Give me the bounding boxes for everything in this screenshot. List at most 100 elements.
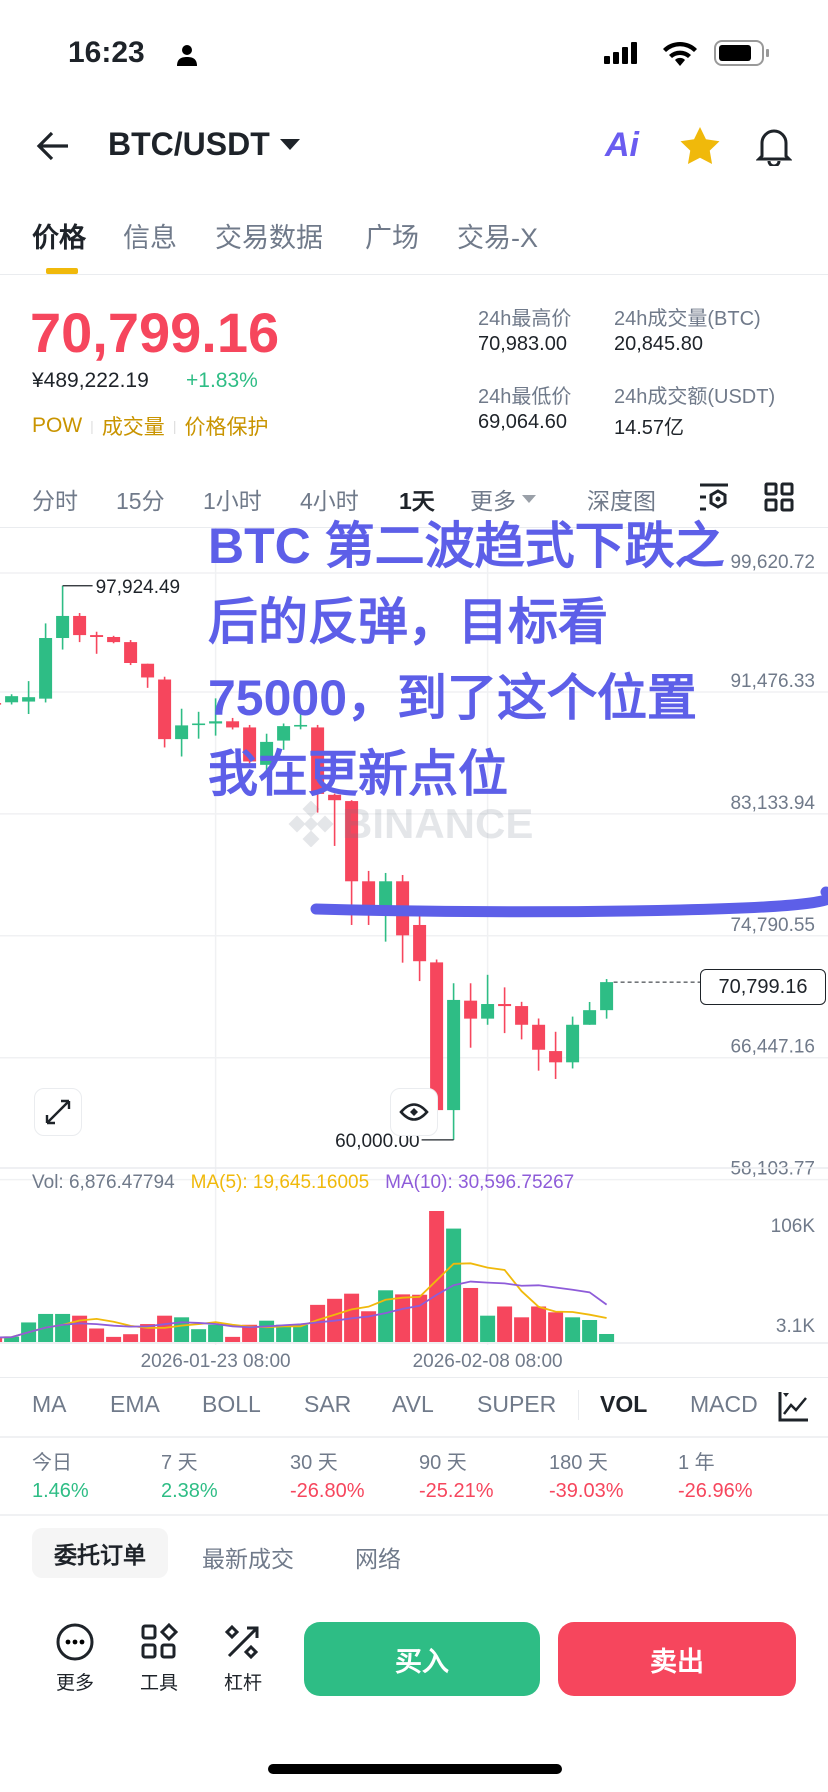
sell-label: 卖出 bbox=[650, 1646, 704, 1677]
more-icon bbox=[56, 1623, 94, 1661]
interval-4h[interactable]: 4小时 bbox=[300, 488, 359, 514]
sell-button[interactable]: 卖出 bbox=[558, 1622, 796, 1696]
interval-more[interactable]: 更多 bbox=[470, 482, 536, 516]
leverage-button[interactable]: 杠杆 bbox=[213, 1622, 273, 1695]
home-indicator[interactable] bbox=[268, 1764, 562, 1774]
stat-value-24h-low: 69,064.60 bbox=[478, 411, 567, 433]
candle-body bbox=[192, 723, 206, 726]
depth-chart-tab[interactable]: 深度图 bbox=[587, 488, 656, 514]
more-button[interactable]: 更多 bbox=[45, 1622, 105, 1695]
buy-button[interactable]: 买入 bbox=[304, 1622, 540, 1696]
tools-button[interactable]: 工具 bbox=[129, 1622, 189, 1695]
candle-body bbox=[481, 1004, 495, 1019]
indicator-macd[interactable]: MACD bbox=[690, 1391, 758, 1417]
watermark-logo: BINANCE bbox=[288, 800, 533, 848]
indicator-avl[interactable]: AVL bbox=[392, 1391, 434, 1417]
tag-volume[interactable]: 成交量 bbox=[101, 416, 165, 439]
interval-more-label: 更多 bbox=[470, 488, 516, 514]
volume-bar bbox=[378, 1290, 394, 1342]
x-axis-label: 2026-01-23 08:00 bbox=[141, 1351, 291, 1372]
divider bbox=[0, 1436, 828, 1438]
chart-settings-icon[interactable] bbox=[698, 482, 730, 512]
last-price: 70,799.16 bbox=[30, 301, 280, 364]
vol-label: Vol: 6,876.47794 bbox=[32, 1172, 175, 1193]
candle-body bbox=[532, 1024, 546, 1050]
volume-bar bbox=[123, 1334, 139, 1342]
price-change: +1.83% bbox=[186, 369, 258, 392]
candle-body bbox=[90, 635, 104, 637]
indicator-vol[interactable]: VOL bbox=[600, 1391, 648, 1417]
y-axis-label: 83,133.94 bbox=[730, 793, 815, 814]
tab-square[interactable]: 广场 bbox=[365, 223, 419, 253]
ma10-label: MA(10): 30,596.75267 bbox=[385, 1172, 575, 1193]
volume-bar bbox=[514, 1317, 530, 1342]
tab-open-orders[interactable]: 委托订单 bbox=[32, 1528, 168, 1578]
tag-pow[interactable]: POW bbox=[32, 414, 83, 437]
candle-body bbox=[345, 801, 359, 882]
tag-price-protection[interactable]: 价格保护 bbox=[184, 416, 269, 439]
star-icon[interactable] bbox=[680, 127, 720, 165]
performance-value: -25.21% bbox=[419, 1480, 494, 1502]
tab-info[interactable]: 信息 bbox=[123, 223, 177, 253]
tab-trading-data[interactable]: 交易数据 bbox=[215, 223, 323, 253]
last-price-tag[interactable]: 70,799.16 bbox=[700, 969, 826, 1005]
candle-body bbox=[107, 636, 121, 643]
candle-body bbox=[430, 962, 444, 1111]
candle-body bbox=[379, 881, 393, 907]
status-time: 16:23 bbox=[68, 36, 145, 69]
y-axis-label: 91,476.33 bbox=[730, 671, 815, 692]
volume-bar bbox=[55, 1313, 71, 1342]
bell-icon[interactable] bbox=[756, 126, 792, 166]
tools-icon bbox=[141, 1622, 179, 1659]
volume-bar bbox=[242, 1324, 258, 1342]
eye-icon bbox=[399, 1103, 429, 1121]
performance-period: 今日 bbox=[32, 1452, 72, 1474]
candle-body bbox=[277, 726, 291, 741]
volume-bar bbox=[225, 1336, 241, 1342]
candle-body bbox=[73, 615, 87, 636]
ma10-line bbox=[0, 1280, 608, 1339]
volume-bar bbox=[276, 1324, 292, 1342]
tab-price[interactable]: 价格 bbox=[32, 223, 86, 253]
indicator-super[interactable]: SUPER bbox=[477, 1391, 557, 1417]
interval-timeline[interactable]: 分时 bbox=[32, 488, 78, 514]
low-marker-label: 60,000.00 bbox=[335, 1131, 420, 1152]
candle-body bbox=[175, 725, 189, 740]
back-arrow-icon[interactable] bbox=[36, 130, 70, 162]
visibility-button[interactable] bbox=[390, 1088, 438, 1136]
volume-bar bbox=[480, 1315, 496, 1342]
buy-label: 买入 bbox=[395, 1646, 449, 1677]
interval-1h[interactable]: 1小时 bbox=[203, 488, 262, 514]
tab-trade-x[interactable]: 交易-X bbox=[457, 223, 538, 253]
volume-bar bbox=[395, 1294, 411, 1342]
tab-open-orders-label: 委托订单 bbox=[54, 1542, 146, 1568]
indicator-boll[interactable]: BOLL bbox=[202, 1391, 261, 1417]
candle-body bbox=[260, 741, 274, 765]
volume-bar bbox=[565, 1317, 581, 1342]
volume-bar bbox=[106, 1336, 122, 1342]
indicator-ema[interactable]: EMA bbox=[110, 1391, 160, 1417]
tag-row: POW | 成交量 | 价格保护 bbox=[32, 411, 268, 441]
tab-latest-trades[interactable]: 最新成交 bbox=[202, 1546, 294, 1572]
ai-icon[interactable]: Ai bbox=[605, 126, 639, 164]
interval-15m[interactable]: 15分 bbox=[116, 488, 165, 514]
tab-network[interactable]: 网络 bbox=[355, 1546, 401, 1572]
volume-bar bbox=[89, 1328, 105, 1342]
grid-layout-icon[interactable] bbox=[764, 482, 794, 512]
indicator-sar[interactable]: SAR bbox=[304, 1391, 352, 1417]
candle-body bbox=[413, 924, 427, 962]
volume-bar bbox=[157, 1315, 173, 1342]
candle-body bbox=[158, 679, 172, 740]
candle-body bbox=[311, 727, 325, 794]
pair-selector[interactable]: BTC/USDT bbox=[108, 126, 300, 163]
performance-value: -26.96% bbox=[678, 1480, 753, 1502]
volume-bar bbox=[497, 1306, 513, 1342]
indicator-ma[interactable]: MA bbox=[32, 1391, 67, 1417]
more-label: 更多 bbox=[55, 1673, 94, 1694]
interval-1d[interactable]: 1天 bbox=[399, 488, 435, 514]
fullscreen-button[interactable] bbox=[34, 1088, 82, 1136]
volume-bar bbox=[4, 1336, 20, 1342]
indicator-settings-icon[interactable] bbox=[778, 1390, 810, 1422]
volume-bar bbox=[259, 1320, 275, 1342]
candle-body bbox=[396, 881, 410, 936]
